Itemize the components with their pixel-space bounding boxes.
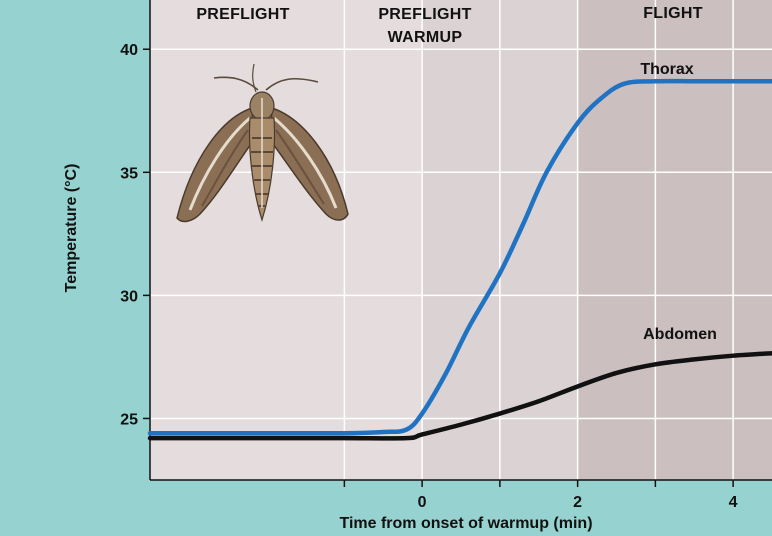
abdomen-series-line xyxy=(147,350,772,441)
x-tick-label-0: 0 xyxy=(418,494,427,511)
thorax-series-line xyxy=(147,78,772,436)
axes: 25 30 35 40 0 2 4 Time from onset of warmup (mi… xyxy=(63,0,772,532)
y-tick-label-3: 40 xyxy=(120,42,138,59)
y-tick-label-0: 25 xyxy=(120,411,138,428)
phase-label-1-1: WARMUP xyxy=(388,29,463,46)
x-tick-label-1: 2 xyxy=(573,494,582,511)
y-tick-label-2: 35 xyxy=(120,165,138,182)
data-series xyxy=(147,78,772,441)
labels: PREFLIGHT PREFLIGHT WARMUP FLIGHT Thorax Abdo… xyxy=(196,5,717,343)
y-axis-title: Temperature (°C) xyxy=(63,164,80,293)
abdomen-series-label: Abdomen xyxy=(643,326,717,343)
phase-band-0 xyxy=(150,0,423,480)
x-tick-label-2: 4 xyxy=(729,494,738,511)
moth-illustration xyxy=(176,63,349,223)
phase-label-1-0: PREFLIGHT xyxy=(378,6,471,23)
y-tick-label-1: 30 xyxy=(120,288,138,305)
x-axis-title: Time from onset of warmup (min) xyxy=(339,515,592,532)
phase-label-0-0: PREFLIGHT xyxy=(196,6,289,23)
phase-label-2-0: FLIGHT xyxy=(643,5,703,22)
thorax-series-label: Thorax xyxy=(640,61,693,78)
grid-lines xyxy=(150,0,772,480)
